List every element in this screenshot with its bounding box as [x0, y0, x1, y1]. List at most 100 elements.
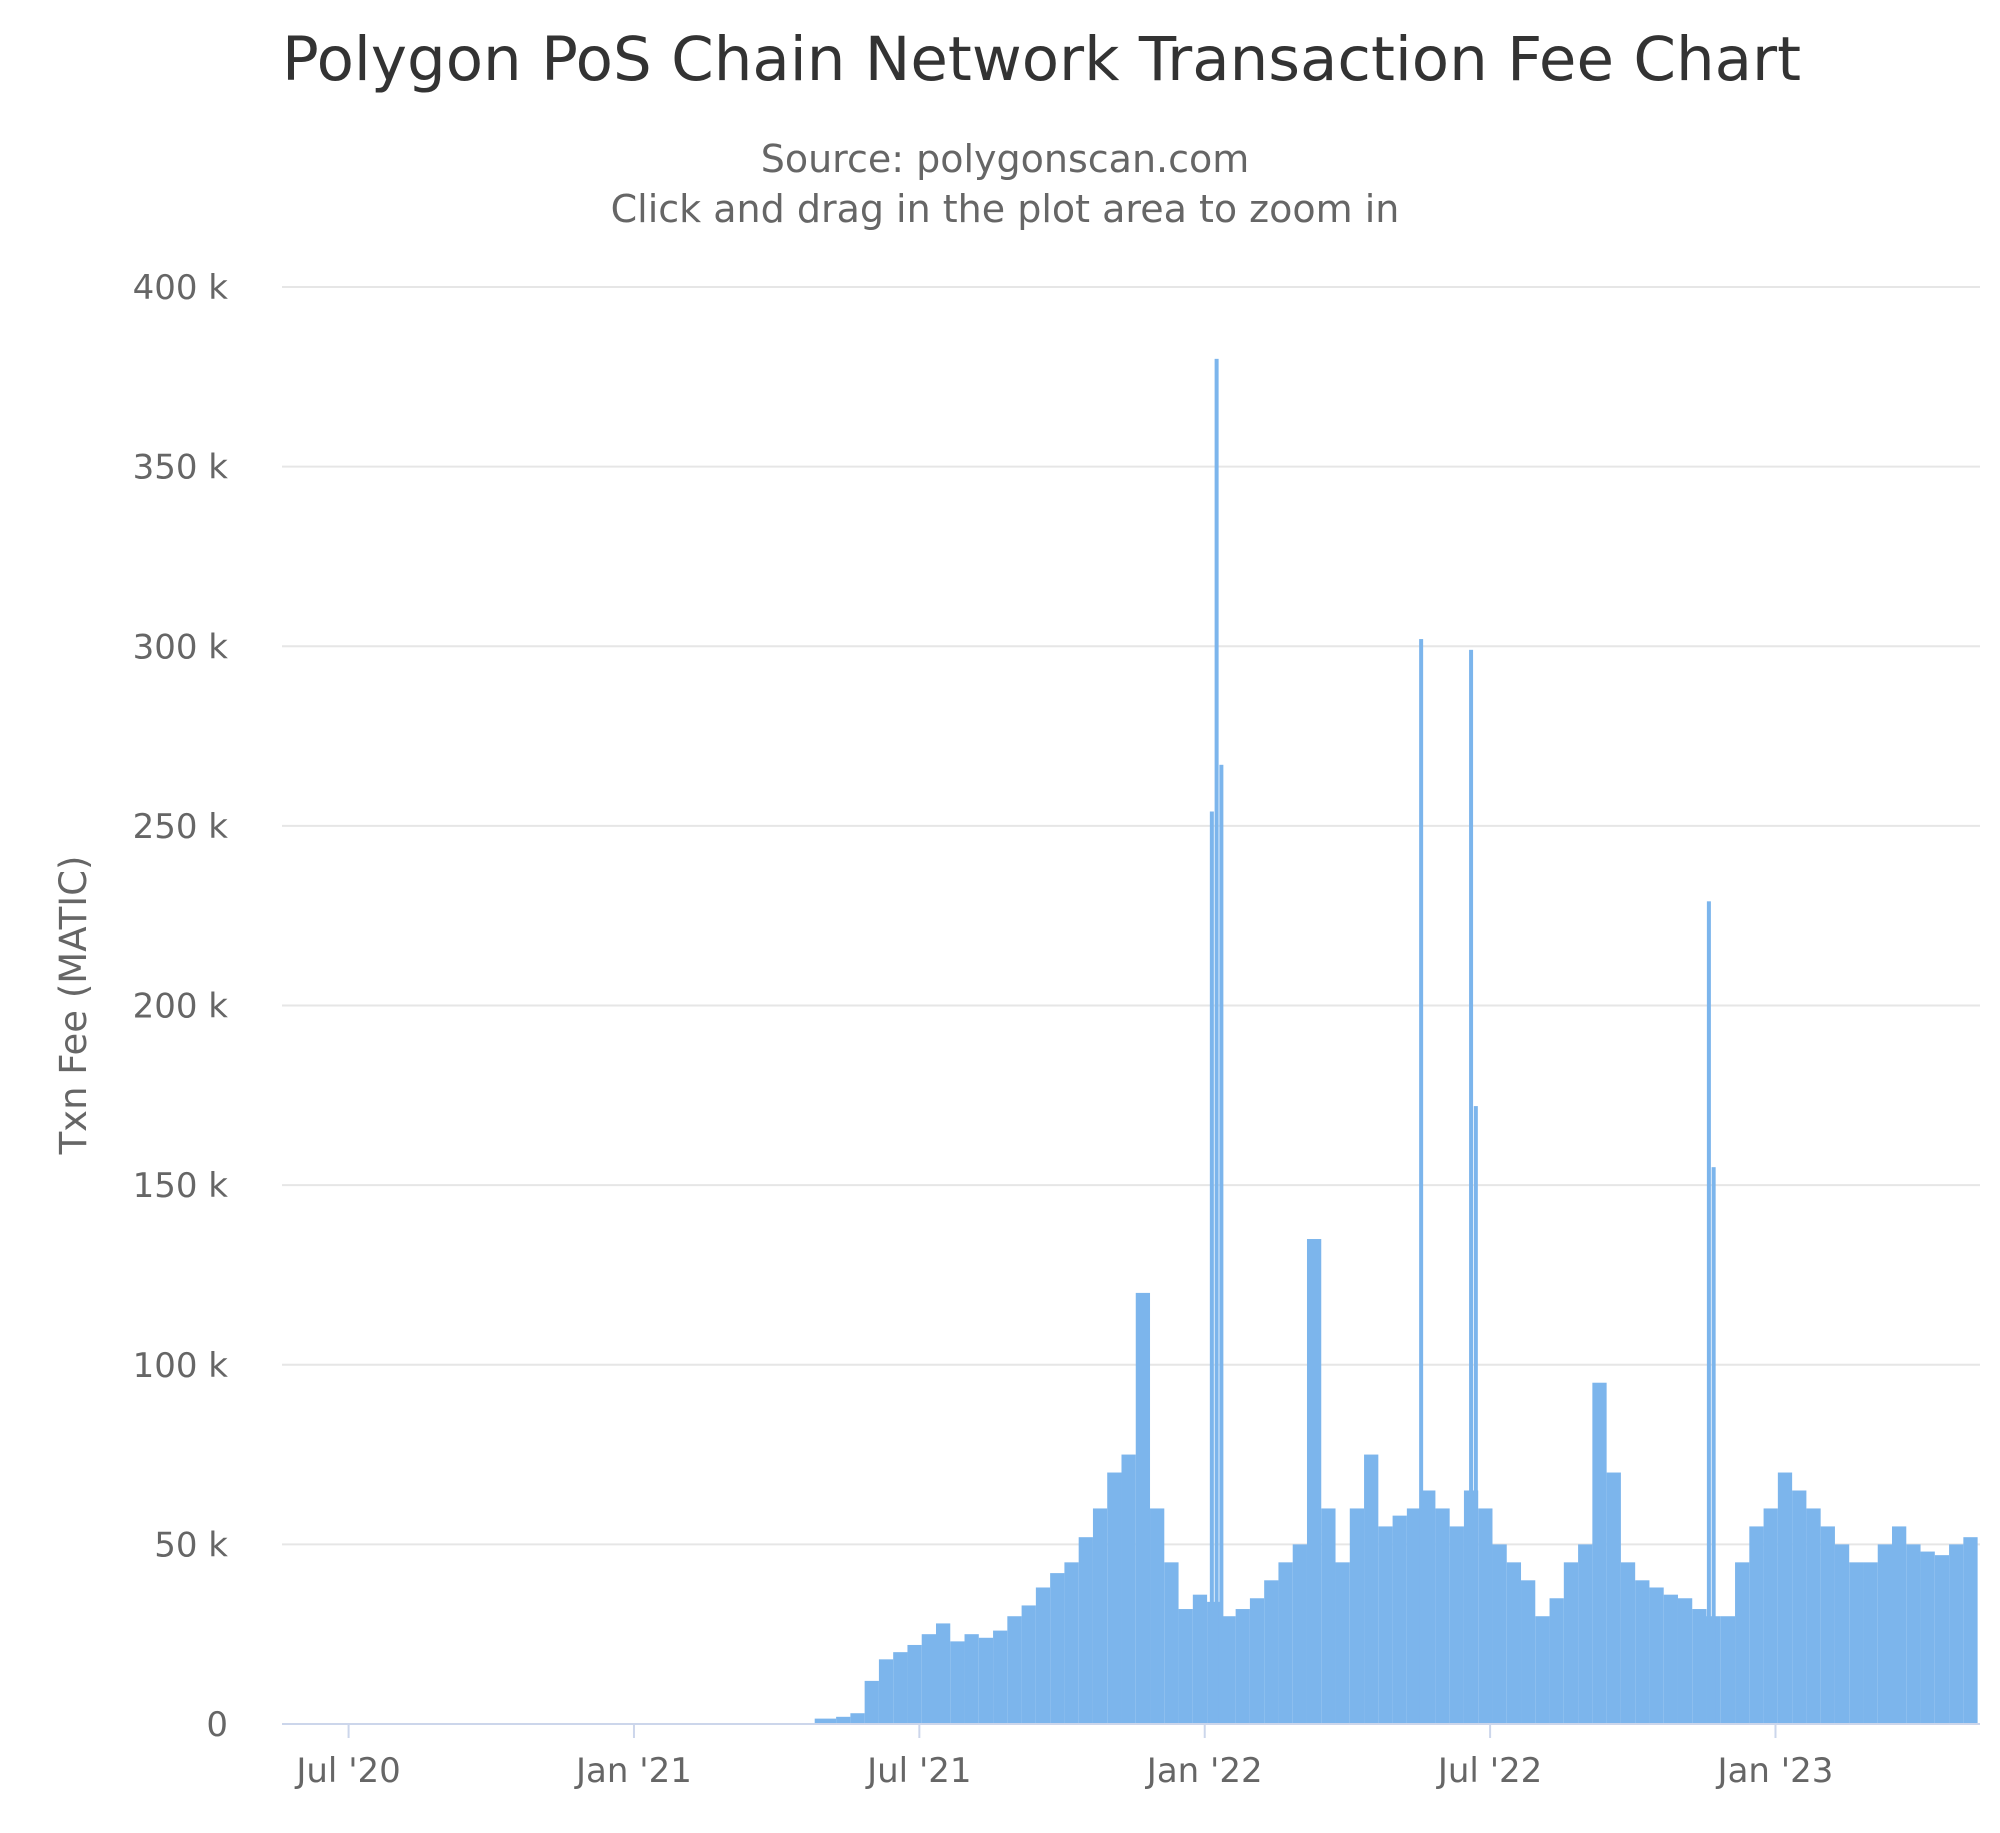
- fee-bar: [907, 1644, 922, 1724]
- fee-bar: [1364, 1454, 1379, 1724]
- fee-bar: [1563, 1562, 1579, 1724]
- fee-bar: [1192, 1594, 1208, 1724]
- y-tick-label: 400 k: [133, 268, 229, 308]
- fee-bar: [1763, 1508, 1778, 1724]
- fee-bar: [1107, 1472, 1122, 1724]
- fee-bar: [1535, 1616, 1550, 1724]
- fee-bar: [1635, 1580, 1650, 1724]
- fee-spike-bar: [1469, 649, 1474, 1724]
- y-axis-title: Txn Fee (MATIC): [52, 856, 95, 1156]
- fee-bar: [1592, 1382, 1607, 1724]
- bars-layer: [814, 358, 1978, 1725]
- fee-bar: [1521, 1580, 1536, 1724]
- fee-bar: [1178, 1609, 1193, 1724]
- fee-bar: [1278, 1562, 1293, 1724]
- fee-bar: [1150, 1508, 1165, 1724]
- fee-bar: [1207, 1601, 1222, 1724]
- y-tick-label: 0: [206, 1705, 228, 1745]
- fee-bar: [1064, 1562, 1079, 1724]
- y-tick-label: 250 k: [133, 807, 229, 847]
- y-tick-label: 150 k: [133, 1166, 229, 1206]
- fee-bar: [1892, 1526, 1907, 1724]
- fee-bar: [1649, 1587, 1664, 1724]
- fee-bar: [1834, 1544, 1850, 1724]
- fee-bar: [978, 1637, 994, 1724]
- fee-bar: [893, 1652, 908, 1724]
- fee-bar: [1449, 1526, 1464, 1724]
- fee-spike-bar: [1214, 358, 1219, 1725]
- fee-bar: [1078, 1537, 1093, 1724]
- y-tick-label: 300 k: [133, 627, 229, 667]
- fee-bar: [1007, 1616, 1022, 1724]
- fee-bar: [921, 1634, 936, 1724]
- y-tick-label: 350 k: [133, 448, 229, 488]
- fee-bar: [1963, 1537, 1978, 1724]
- fee-bar: [1421, 1490, 1436, 1724]
- chart-title: Polygon PoS Chain Network Transaction Fe…: [282, 24, 1801, 95]
- x-tick-label: Jul '21: [865, 1751, 971, 1791]
- fee-bar: [1164, 1562, 1179, 1724]
- fee-bar: [878, 1659, 894, 1724]
- fee-bar: [850, 1713, 865, 1724]
- fee-bar: [1321, 1508, 1336, 1724]
- fee-bar: [1221, 1616, 1236, 1724]
- grid-layer: [282, 286, 1980, 1546]
- fee-bar: [1877, 1544, 1893, 1724]
- fee-bar: [1549, 1598, 1564, 1724]
- fee-bar: [1135, 1292, 1151, 1724]
- fee-bar: [964, 1634, 979, 1724]
- fee-bar: [1820, 1526, 1835, 1724]
- fee-spike-bar: [1711, 1167, 1716, 1724]
- fee-bar: [1749, 1526, 1764, 1724]
- fee-bar: [1620, 1562, 1636, 1724]
- fee-bar: [1378, 1526, 1393, 1724]
- fee-bar: [1492, 1544, 1507, 1724]
- fee-bar: [1121, 1454, 1136, 1724]
- fee-bar: [864, 1680, 879, 1724]
- fee-bar: [1578, 1544, 1593, 1724]
- fee-bar: [836, 1716, 851, 1724]
- fee-bar: [1292, 1544, 1307, 1724]
- fee-bar: [1692, 1609, 1707, 1724]
- fee-bar: [1092, 1508, 1108, 1724]
- fee-bar: [935, 1623, 951, 1724]
- fee-spike-bar: [1419, 639, 1424, 1725]
- fee-spike-bar: [1209, 811, 1214, 1724]
- fee-bar: [1506, 1562, 1522, 1724]
- fee-bar: [1906, 1544, 1921, 1724]
- fee-bar: [1335, 1562, 1350, 1724]
- fee-spike-bar: [1219, 764, 1224, 1724]
- fee-bar: [1677, 1598, 1693, 1724]
- fee-bar: [1035, 1587, 1051, 1724]
- y-tick-label: 200 k: [133, 987, 229, 1027]
- fee-bar: [1392, 1515, 1407, 1724]
- y-tick-label: 50 k: [154, 1525, 228, 1565]
- fee-bar: [1777, 1472, 1793, 1724]
- fee-spike-bar: [1473, 1106, 1478, 1724]
- x-tick-label: Jan '22: [1145, 1751, 1263, 1791]
- fee-bar: [1934, 1555, 1950, 1724]
- fee-bar: [950, 1641, 965, 1724]
- axis-layer: 0 50 k 100 k 150 k 200 k 250 k 300 k 350 k 400 k…: [133, 268, 1980, 1791]
- fee-bar: [1050, 1573, 1065, 1724]
- fee-bar: [1663, 1594, 1678, 1724]
- fee-bar: [1235, 1609, 1250, 1724]
- x-tick-label: Jul '20: [294, 1751, 400, 1791]
- fee-bar: [1264, 1580, 1279, 1724]
- fee-bar: [1249, 1598, 1265, 1724]
- fee-bar: [993, 1630, 1008, 1724]
- fee-bar: [1306, 1239, 1322, 1724]
- x-tick-label: Jan '21: [574, 1751, 692, 1791]
- fee-bar: [1806, 1508, 1821, 1724]
- fee-bar: [1792, 1490, 1807, 1724]
- fee-bar: [1406, 1508, 1422, 1724]
- y-tick-label: 100 k: [133, 1346, 229, 1386]
- chart-instruction: Click and drag in the plot area to zoom …: [611, 187, 1400, 231]
- fee-bar: [1863, 1562, 1878, 1724]
- fee-bar: [1735, 1562, 1750, 1724]
- fee-bar: [1478, 1508, 1493, 1724]
- x-tick-label: Jul '22: [1436, 1751, 1542, 1791]
- fee-bar: [1849, 1562, 1864, 1724]
